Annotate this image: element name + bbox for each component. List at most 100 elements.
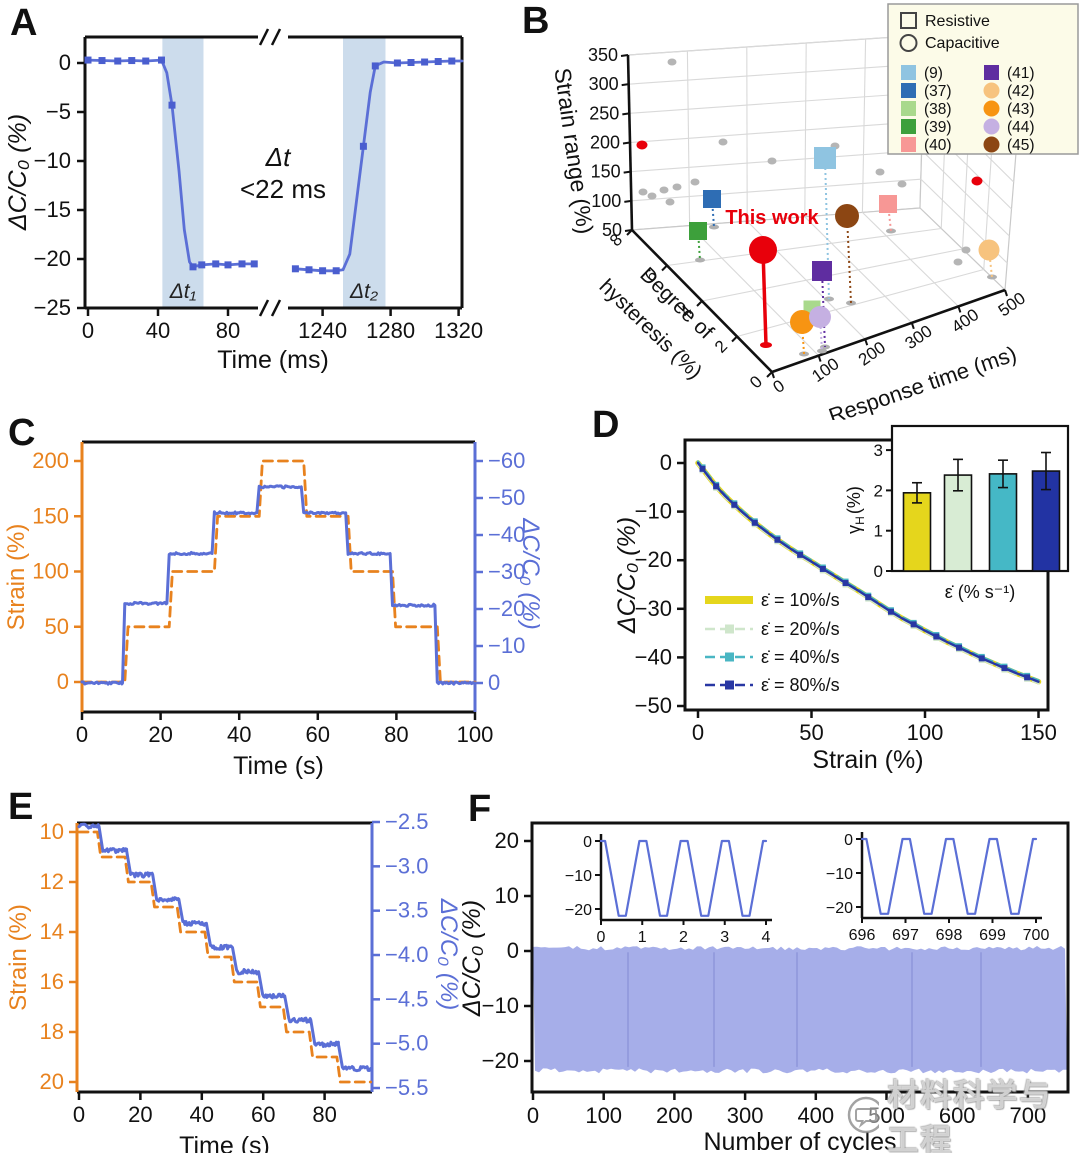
svg-text:200: 200 xyxy=(32,448,69,473)
svg-text:300: 300 xyxy=(727,1103,764,1128)
svg-text:Time (s): Time (s) xyxy=(179,1132,270,1153)
panel-B: B 50 100 150 200 250 300 350 0 2 4 6 8 0 100 200 300 400… xyxy=(500,0,1080,429)
svg-text:150: 150 xyxy=(591,162,621,182)
svg-text:20: 20 xyxy=(40,1069,64,1094)
svg-text:50: 50 xyxy=(602,220,622,240)
svg-text:ε̇ = 80%/s: ε̇ = 80%/s xyxy=(761,675,840,695)
svg-text:14: 14 xyxy=(40,919,64,944)
svg-text:ε̇ = 20%/s: ε̇ = 20%/s xyxy=(761,619,840,639)
svg-text:−15: −15 xyxy=(34,197,71,222)
svg-text:60: 60 xyxy=(306,722,330,747)
panel-F: F 20 10 0 −10 −20 0 100 200 300 400 500 600 700 Numbe… xyxy=(458,778,1080,1153)
svg-text:40: 40 xyxy=(146,318,170,343)
panel-C: C 0 50 100 150 200 0 −10 −20 −30 −40 −50 −60 0 20 40 60… xyxy=(0,398,544,780)
svg-text:100: 100 xyxy=(585,1103,622,1128)
svg-text:Resistive: Resistive xyxy=(925,13,990,30)
svg-text:200: 200 xyxy=(656,1103,693,1128)
svg-text:150: 150 xyxy=(1020,720,1057,745)
svg-text:Δt₂: Δt₂ xyxy=(349,280,378,303)
fine-strain-staircase-chart: 10 12 14 16 18 20 −2.5 −3.0 −3.5 −4.0 −4.5 −5.0 −5.5… xyxy=(5,809,462,1153)
svg-text:(38): (38) xyxy=(924,101,952,118)
svg-text:100: 100 xyxy=(457,722,494,747)
svg-text:300: 300 xyxy=(589,74,619,94)
panel-letter-C: C xyxy=(8,412,36,454)
svg-text:500: 500 xyxy=(868,1103,905,1128)
svg-text:Strain (%): Strain (%) xyxy=(3,524,30,631)
svg-text:0: 0 xyxy=(660,450,672,475)
svg-text:3: 3 xyxy=(720,929,729,946)
svg-text:20: 20 xyxy=(148,722,172,747)
svg-text:50: 50 xyxy=(799,720,823,745)
svg-text:10: 10 xyxy=(495,883,519,908)
svg-text:100: 100 xyxy=(591,191,621,211)
svg-text:ΔC/C₀ (%): ΔC/C₀ (%) xyxy=(460,900,486,1017)
svg-text:16: 16 xyxy=(40,969,64,994)
svg-text:−5.5: −5.5 xyxy=(385,1075,428,1100)
svg-text:0: 0 xyxy=(73,1102,85,1127)
svg-text:12: 12 xyxy=(40,869,64,894)
svg-text:50: 50 xyxy=(45,614,69,639)
svg-text:(42): (42) xyxy=(1007,83,1035,100)
svg-text:20: 20 xyxy=(128,1102,152,1127)
svg-text:100: 100 xyxy=(808,354,842,386)
svg-text:−10: −10 xyxy=(482,993,519,1018)
svg-text:100: 100 xyxy=(32,559,69,584)
svg-text:γH(%): γH(%) xyxy=(844,486,867,534)
svg-text:400: 400 xyxy=(948,305,982,337)
svg-text:0: 0 xyxy=(527,1103,539,1128)
svg-text:Capacitive: Capacitive xyxy=(925,35,1000,52)
svg-text:ΔC/C₀ (%): ΔC/C₀ (%) xyxy=(517,517,540,630)
svg-text:700: 700 xyxy=(1023,927,1050,944)
svg-text:−4.0: −4.0 xyxy=(385,942,428,967)
svg-text:1: 1 xyxy=(638,929,647,946)
svg-text:Strain (%): Strain (%) xyxy=(5,904,32,1011)
svg-text:(39): (39) xyxy=(924,119,952,136)
svg-text:0: 0 xyxy=(507,938,519,963)
panel-E: E 10 12 14 16 18 20 −2.5 −3.0 −3.5 −4.0 −4.5 −5.0 −5… xyxy=(0,778,462,1153)
svg-text:0: 0 xyxy=(692,720,704,745)
svg-text:200: 200 xyxy=(855,338,889,370)
svg-text:1240: 1240 xyxy=(298,318,347,343)
panel-letter-F: F xyxy=(468,788,492,830)
svg-text:−20: −20 xyxy=(565,902,592,919)
svg-text:0: 0 xyxy=(57,669,69,694)
svg-text:200: 200 xyxy=(590,133,620,153)
svg-text:40: 40 xyxy=(227,722,251,747)
panel-A: A 0 −5 −10 −15 −20 −25 0 40 80 1240 1280 1320 Time (… xyxy=(0,0,500,398)
svg-text:(45): (45) xyxy=(1007,137,1035,154)
panel-letter-A: A xyxy=(10,2,38,44)
svg-text:100: 100 xyxy=(907,720,944,745)
svg-text:−30: −30 xyxy=(488,559,525,584)
benchmark-3d-scatter: 5010015020025030035002468010020030040050… xyxy=(549,3,1079,429)
svg-text:Δt: Δt xyxy=(265,142,292,172)
svg-text:−2.5: −2.5 xyxy=(385,809,428,834)
svg-text:(40): (40) xyxy=(924,137,952,154)
svg-text:699: 699 xyxy=(979,927,1006,944)
strain-rate-curves-chart: 0 −10 −20 −30 −40 −50 0 50 100 150 Strain (%) ΔC/C₀… xyxy=(613,424,1070,774)
svg-text:(37): (37) xyxy=(924,83,952,100)
svg-text:80: 80 xyxy=(216,318,240,343)
svg-text:600: 600 xyxy=(939,1103,976,1128)
response-time-chart: 0 −5 −10 −15 −20 −25 0 40 80 1240 1280 1320 Time (ms… xyxy=(4,28,483,374)
svg-text:Time (s): Time (s) xyxy=(233,752,324,780)
svg-text:2: 2 xyxy=(874,481,883,500)
svg-text:697: 697 xyxy=(892,927,919,944)
svg-text:40: 40 xyxy=(190,1102,214,1127)
svg-text:0: 0 xyxy=(597,929,606,946)
svg-text:10: 10 xyxy=(40,819,64,844)
svg-text:80: 80 xyxy=(384,722,408,747)
svg-text:20: 20 xyxy=(495,828,519,853)
svg-text:1280: 1280 xyxy=(366,318,415,343)
svg-text:700: 700 xyxy=(1010,1103,1047,1128)
svg-text:ΔC/C₀ (%): ΔC/C₀ (%) xyxy=(435,898,460,1011)
svg-text:18: 18 xyxy=(40,1019,64,1044)
svg-text:ΔC/C₀ (%): ΔC/C₀ (%) xyxy=(613,517,641,634)
svg-text:Strain (%): Strain (%) xyxy=(812,746,923,774)
svg-text:150: 150 xyxy=(32,503,69,528)
strain-step-response-chart: 0 50 100 150 200 0 −10 −20 −30 −40 −50 −60 0 20 40 60 80… xyxy=(3,440,544,780)
svg-text:2: 2 xyxy=(711,337,731,357)
svg-text:(44): (44) xyxy=(1007,119,1035,136)
svg-text:−10: −10 xyxy=(488,633,525,658)
svg-text:−30: −30 xyxy=(635,596,672,621)
